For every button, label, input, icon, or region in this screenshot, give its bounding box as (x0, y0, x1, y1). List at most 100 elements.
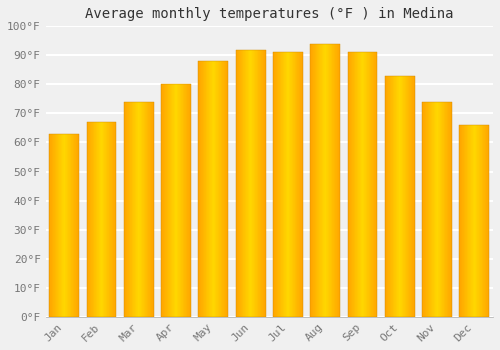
Bar (113, 122, 114, 317)
Bar (101, 122, 102, 317)
Bar (237, 49, 238, 317)
Bar (362, 52, 363, 317)
Bar (369, 52, 370, 317)
Bar (91, 122, 92, 317)
Bar (253, 49, 254, 317)
Bar (391, 76, 392, 317)
Bar (65, 134, 66, 317)
Bar (282, 52, 283, 317)
Bar (212, 61, 213, 317)
Bar (468, 125, 469, 317)
Bar (398, 76, 399, 317)
Bar (263, 49, 264, 317)
Bar (90, 122, 91, 317)
Bar (460, 125, 462, 317)
Bar (202, 61, 203, 317)
Bar (146, 102, 147, 317)
Bar (249, 49, 250, 317)
Bar (248, 49, 249, 317)
Bar (258, 49, 259, 317)
Bar (273, 52, 303, 317)
Bar (106, 122, 107, 317)
Bar (286, 52, 287, 317)
Bar (111, 122, 112, 317)
Bar (180, 84, 181, 317)
Bar (424, 102, 425, 317)
Bar (135, 102, 136, 317)
Bar (326, 44, 327, 317)
Bar (426, 102, 427, 317)
Bar (172, 84, 173, 317)
Bar (56, 134, 57, 317)
Bar (275, 52, 276, 317)
Bar (431, 102, 432, 317)
Bar (168, 84, 169, 317)
Bar (224, 61, 226, 317)
Bar (413, 76, 414, 317)
Bar (208, 61, 209, 317)
Bar (396, 76, 397, 317)
Bar (479, 125, 480, 317)
Bar (67, 134, 68, 317)
Bar (386, 76, 388, 317)
Bar (437, 102, 438, 317)
Bar (357, 52, 358, 317)
Bar (167, 84, 168, 317)
Bar (296, 52, 297, 317)
Bar (215, 61, 216, 317)
Bar (183, 84, 184, 317)
Bar (186, 84, 187, 317)
Bar (403, 76, 404, 317)
Bar (365, 52, 366, 317)
Bar (328, 44, 329, 317)
Bar (324, 44, 325, 317)
Bar (94, 122, 95, 317)
Bar (290, 52, 291, 317)
Bar (100, 122, 101, 317)
Bar (274, 52, 275, 317)
Bar (250, 49, 252, 317)
Bar (462, 125, 463, 317)
Bar (244, 49, 246, 317)
Bar (95, 122, 96, 317)
Bar (204, 61, 205, 317)
Bar (255, 49, 256, 317)
Bar (176, 84, 178, 317)
Bar (487, 125, 488, 317)
Bar (61, 134, 62, 317)
Bar (53, 134, 54, 317)
Bar (400, 76, 401, 317)
Bar (339, 44, 340, 317)
Bar (446, 102, 448, 317)
Bar (211, 61, 212, 317)
Bar (474, 125, 475, 317)
Bar (178, 84, 179, 317)
Bar (187, 84, 188, 317)
Bar (392, 76, 394, 317)
Bar (203, 61, 204, 317)
Bar (434, 102, 436, 317)
Bar (335, 44, 336, 317)
Bar (302, 52, 303, 317)
Bar (440, 102, 442, 317)
Bar (310, 44, 340, 317)
Bar (98, 122, 99, 317)
Bar (220, 61, 221, 317)
Bar (405, 76, 406, 317)
Bar (264, 49, 265, 317)
Bar (247, 49, 248, 317)
Bar (401, 76, 402, 317)
Bar (198, 61, 228, 317)
Bar (321, 44, 322, 317)
Bar (104, 122, 105, 317)
Bar (205, 61, 206, 317)
Bar (469, 125, 470, 317)
Bar (374, 52, 375, 317)
Bar (485, 125, 486, 317)
Bar (409, 76, 410, 317)
Bar (139, 102, 140, 317)
Bar (236, 49, 237, 317)
Bar (136, 102, 137, 317)
Bar (214, 61, 215, 317)
Bar (125, 102, 126, 317)
